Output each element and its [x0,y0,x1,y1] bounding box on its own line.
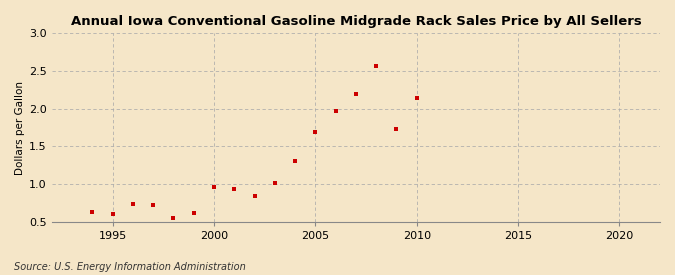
Title: Annual Iowa Conventional Gasoline Midgrade Rack Sales Price by All Sellers: Annual Iowa Conventional Gasoline Midgra… [70,15,641,28]
Text: Source: U.S. Energy Information Administration: Source: U.S. Energy Information Administ… [14,262,245,272]
Y-axis label: Dollars per Gallon: Dollars per Gallon [15,81,25,175]
